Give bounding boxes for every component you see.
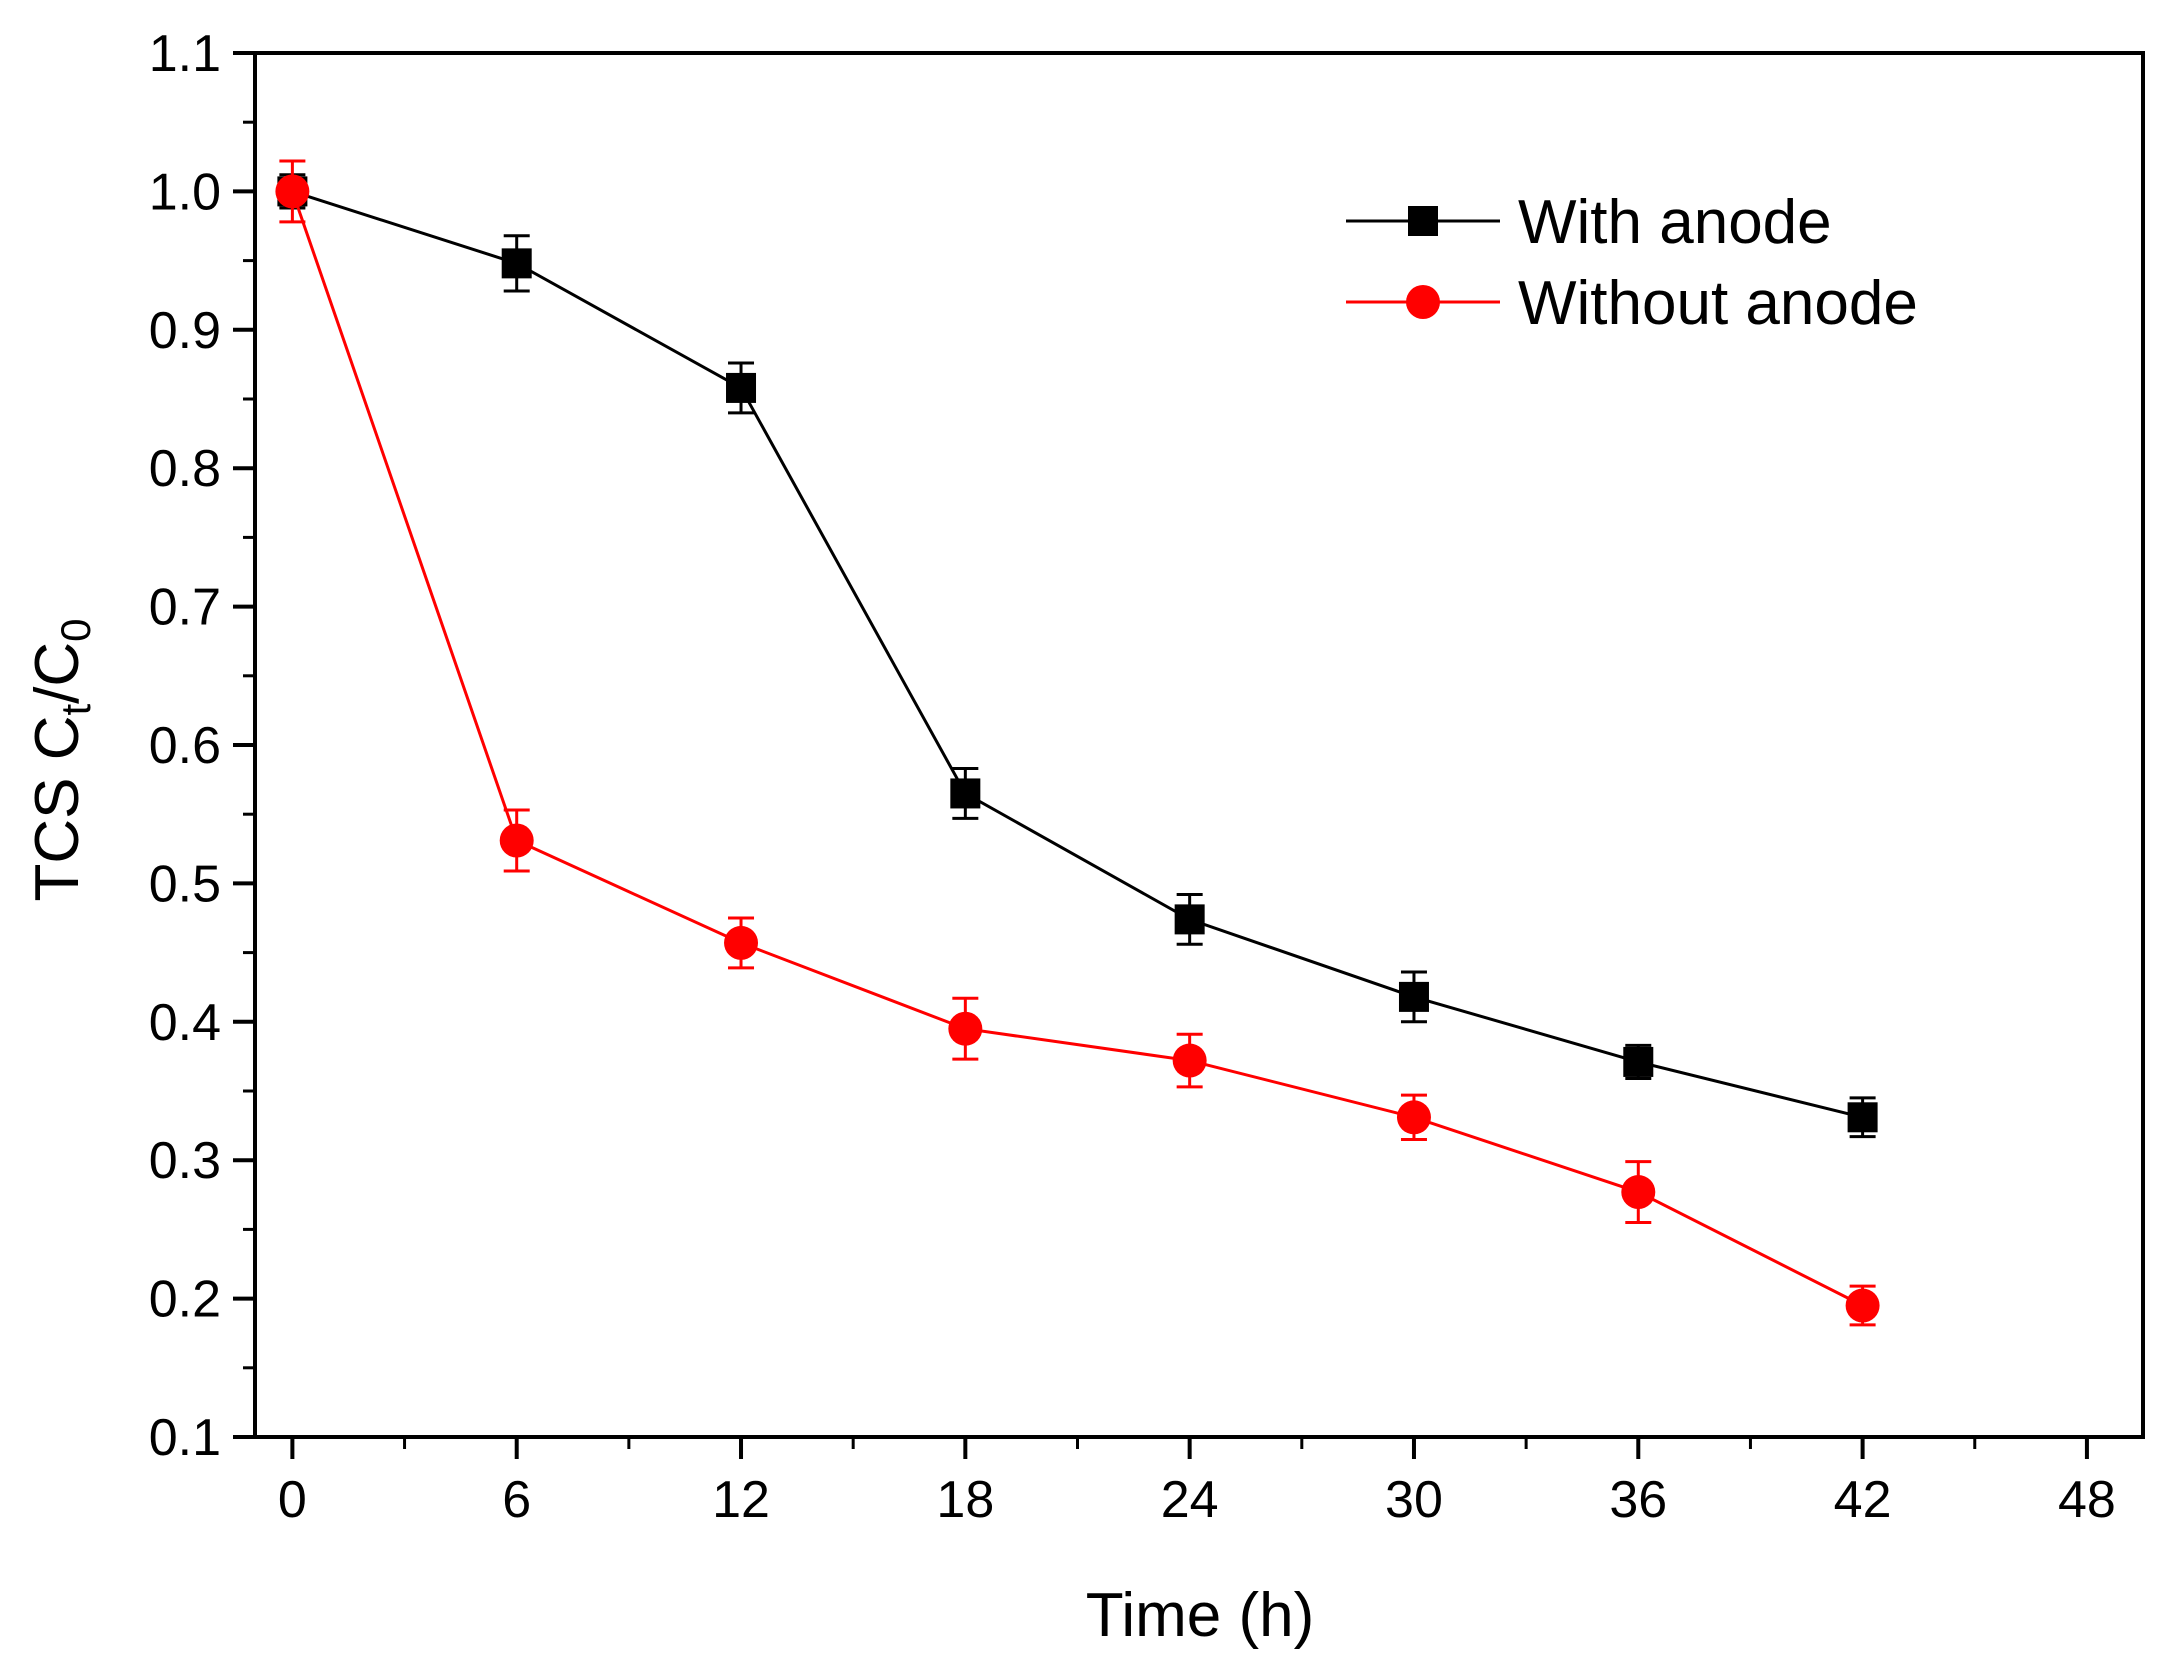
y-tick-label: 0.9 bbox=[149, 302, 221, 360]
legend-marker bbox=[1406, 285, 1440, 319]
y-axis-title: TCS Ct/C0 bbox=[23, 618, 99, 901]
plot-frame bbox=[253, 51, 2145, 1439]
legend-label: Without anode bbox=[1518, 269, 1918, 338]
data-point bbox=[724, 925, 759, 960]
legend: With anode Without anode bbox=[1346, 188, 1918, 338]
data-point bbox=[726, 372, 757, 403]
y-axis-title-subscript-0: 0 bbox=[52, 618, 99, 641]
data-point bbox=[1174, 904, 1205, 935]
series-line bbox=[291, 189, 1863, 1119]
y-tick-label: 0.1 bbox=[149, 1409, 221, 1467]
data-point bbox=[501, 248, 532, 279]
y-tick-label: 0.6 bbox=[149, 717, 221, 775]
data-point bbox=[1845, 1288, 1880, 1323]
x-axis-title: Time (h) bbox=[1086, 1581, 1314, 1650]
x-tick-label: 24 bbox=[1161, 1471, 1219, 1529]
x-tick-label: 18 bbox=[936, 1471, 994, 1529]
y-tick-label: 0.2 bbox=[149, 1271, 221, 1329]
x-tick-label: 36 bbox=[1609, 1471, 1667, 1529]
x-tick-label: 6 bbox=[502, 1471, 531, 1529]
axes-layer: 0.1 0.2 0.3 0.4 0.5 0.6 0.7 0.8 0.9 1.0 1.1 0 6 12 18 2… bbox=[149, 25, 2116, 1529]
y-axis-title-middle: /C bbox=[23, 642, 92, 704]
data-point bbox=[1623, 1046, 1654, 1077]
x-tick-label: 12 bbox=[712, 1471, 770, 1529]
series-line bbox=[290, 190, 1864, 1307]
legend-label: With anode bbox=[1518, 188, 1832, 257]
y-tick-label: 1.1 bbox=[149, 25, 221, 83]
data-point bbox=[1396, 1100, 1431, 1135]
x-tick-label: 48 bbox=[2058, 1471, 2116, 1529]
y-tick-label: 1.0 bbox=[149, 163, 221, 221]
y-tick-label: 0.8 bbox=[149, 440, 221, 498]
data-point bbox=[948, 1011, 983, 1046]
y-tick-label: 0.7 bbox=[149, 579, 221, 637]
data-point bbox=[1172, 1043, 1207, 1078]
x-tick-label: 30 bbox=[1385, 1471, 1443, 1529]
data-point bbox=[499, 823, 534, 858]
series-without-anode bbox=[275, 159, 1880, 1327]
y-tick-label: 0.4 bbox=[149, 994, 221, 1052]
legend-item: Without anode bbox=[1346, 269, 1918, 338]
legend-item: With anode bbox=[1346, 188, 1832, 257]
y-tick-label: 0.5 bbox=[149, 855, 221, 913]
y-tick-label: 0.3 bbox=[149, 1132, 221, 1190]
x-tick-label: 0 bbox=[278, 1471, 307, 1529]
data-point bbox=[1847, 1102, 1878, 1133]
x-tick-label: 42 bbox=[1834, 1471, 1892, 1529]
data-point bbox=[1398, 981, 1429, 1012]
y-axis-title-subscript-t: t bbox=[52, 704, 99, 716]
data-point bbox=[950, 778, 981, 809]
series-layer bbox=[275, 159, 1880, 1327]
data-point bbox=[1621, 1175, 1656, 1210]
data-point bbox=[275, 174, 310, 209]
legend-marker bbox=[1408, 206, 1438, 236]
y-axis-title-prefix: TCS C bbox=[23, 716, 92, 902]
